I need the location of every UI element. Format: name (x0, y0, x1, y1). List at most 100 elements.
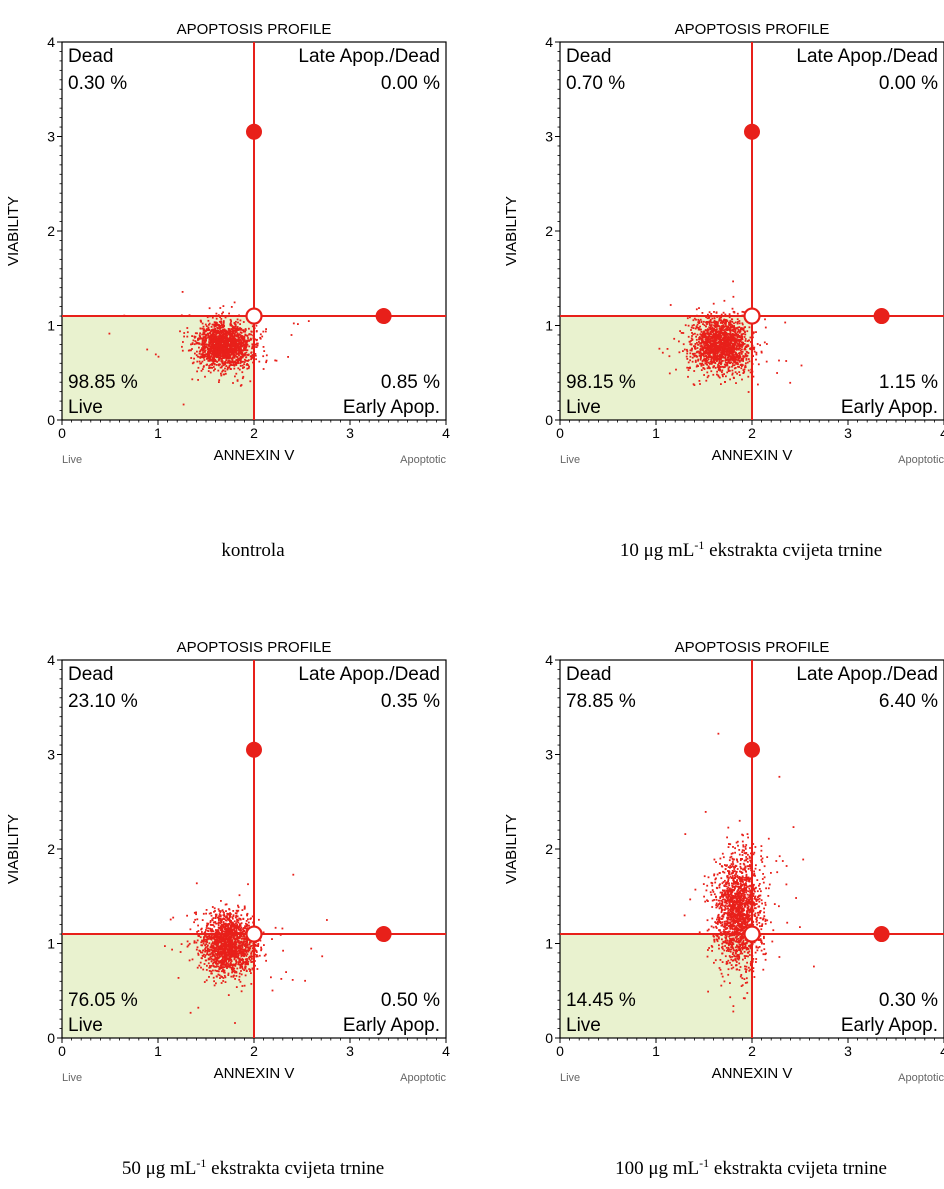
data-point (210, 363, 213, 365)
data-point (735, 359, 738, 361)
data-point (241, 343, 243, 345)
data-point (198, 346, 200, 349)
data-point (744, 340, 747, 342)
data-point (215, 338, 218, 341)
data-point (246, 959, 248, 962)
data-point (700, 369, 703, 371)
gate-handle-2[interactable] (375, 308, 392, 325)
data-point (222, 352, 225, 355)
gate-center-handle[interactable] (743, 307, 761, 325)
data-point (719, 345, 722, 347)
data-point (231, 341, 234, 344)
data-point (239, 348, 242, 350)
data-point (229, 322, 232, 324)
data-point (698, 341, 700, 343)
data-point (249, 947, 251, 950)
data-point (226, 947, 228, 950)
data-point (244, 359, 247, 362)
data-point (201, 931, 203, 933)
data-point (669, 304, 672, 306)
quadrant-dead-label: Dead (566, 46, 611, 67)
data-point (244, 343, 247, 345)
data-point (238, 368, 241, 371)
data-point (730, 334, 733, 337)
data-point (658, 347, 661, 350)
data-point (216, 953, 219, 955)
gate-handle-1[interactable] (744, 123, 760, 140)
data-point (730, 345, 733, 347)
data-point (259, 939, 262, 942)
data-point (237, 348, 240, 350)
data-point (755, 351, 758, 354)
data-point (720, 313, 723, 316)
data-point (217, 945, 220, 948)
data-point (726, 371, 729, 374)
data-point (234, 963, 237, 966)
x-tick-label: 0 (556, 425, 564, 441)
data-point (708, 346, 711, 348)
data-point (208, 357, 210, 360)
data-point (232, 382, 234, 384)
data-point (716, 323, 719, 325)
gate-center-handle[interactable] (245, 307, 263, 325)
data-point (243, 354, 245, 357)
data-point (226, 931, 229, 934)
data-point (209, 927, 211, 930)
data-point (697, 321, 700, 324)
data-point (219, 345, 222, 348)
data-point (702, 364, 705, 366)
data-point (196, 332, 198, 335)
data-point (738, 345, 741, 348)
data-point (211, 329, 213, 332)
data-point (196, 931, 198, 933)
data-point (223, 356, 226, 359)
data-point (214, 349, 217, 352)
data-point (231, 352, 233, 355)
data-point (710, 358, 713, 360)
data-point (726, 345, 729, 347)
data-point (225, 332, 227, 335)
data-point (223, 964, 225, 966)
data-point (738, 360, 741, 363)
data-point (708, 328, 710, 331)
data-point (222, 364, 225, 367)
data-point (205, 909, 208, 911)
data-point (687, 369, 690, 371)
data-point (224, 349, 226, 351)
data-point (191, 335, 193, 337)
data-point (700, 363, 703, 365)
data-point (743, 336, 746, 338)
data-point (223, 344, 225, 347)
data-point (193, 343, 196, 346)
data-point (193, 357, 195, 360)
data-point (726, 341, 729, 344)
gate-handle-2[interactable] (873, 308, 890, 325)
data-point (241, 344, 244, 347)
data-point (219, 910, 222, 912)
data-point (730, 340, 733, 343)
data-point (240, 350, 243, 353)
data-point (766, 343, 768, 345)
data-point (235, 922, 237, 925)
data-point (724, 359, 727, 362)
data-point (233, 354, 236, 357)
data-point (212, 962, 214, 965)
data-point (240, 940, 243, 943)
data-point (218, 352, 221, 355)
data-point (227, 945, 230, 948)
data-point (668, 372, 671, 375)
data-point (698, 307, 700, 309)
data-point (752, 347, 755, 350)
data-point (224, 357, 227, 359)
data-point (214, 343, 216, 346)
data-point (243, 361, 246, 363)
data-point (243, 935, 246, 938)
data-point (229, 357, 232, 359)
data-point (686, 350, 689, 353)
gate-handle-1[interactable] (246, 123, 262, 140)
data-point (222, 320, 225, 322)
data-point (713, 346, 715, 349)
data-point (710, 321, 713, 324)
data-point (202, 345, 205, 348)
data-point (182, 403, 185, 406)
